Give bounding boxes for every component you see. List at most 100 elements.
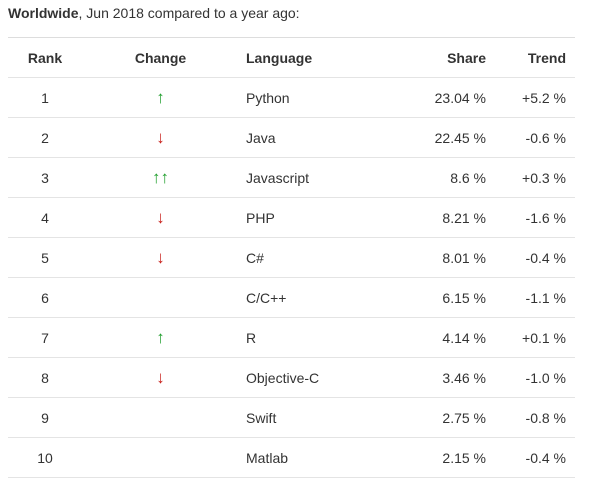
table-cell: Matlab <box>239 437 396 478</box>
change-arrow: ↑ <box>156 87 165 107</box>
table-cell: -0.4 % <box>486 237 575 278</box>
table-head: Rank Change Language Share Trend <box>8 37 575 78</box>
table-cell: 8 <box>8 357 82 398</box>
table-cell: 1 <box>8 77 82 118</box>
cell-text: Python <box>246 89 290 106</box>
cell-text: 6 <box>41 289 49 306</box>
cell-text: 2.15 % <box>442 449 486 466</box>
table-cell: 4.14 % <box>396 317 486 358</box>
table-cell: 10 <box>8 437 82 478</box>
cell-text: -1.1 % <box>525 289 566 306</box>
cell-text: 22.45 % <box>434 129 486 146</box>
change-arrow: ↓ <box>156 207 165 227</box>
table-cell: -1.1 % <box>486 277 575 318</box>
column-header: Trend <box>486 37 575 78</box>
title-rest: , Jun 2018 compared to a year ago: <box>78 5 300 21</box>
table-cell: ↑ <box>82 77 239 118</box>
change-arrow: ↓ <box>156 127 165 147</box>
table-cell: C# <box>239 237 396 278</box>
cell-text: 1 <box>41 89 49 106</box>
table-cell: Objective-C <box>239 357 396 398</box>
cell-text: -1.0 % <box>525 369 566 386</box>
cell-text: +5.2 % <box>522 89 566 106</box>
table-cell: 23.04 % <box>396 77 486 118</box>
table-cell: -0.8 % <box>486 397 575 438</box>
table-cell: -0.6 % <box>486 117 575 158</box>
column-header: Share <box>396 37 486 78</box>
table-cell: 6 <box>8 277 82 318</box>
cell-text: 7 <box>41 329 49 346</box>
cell-text: -0.8 % <box>525 409 566 426</box>
cell-text: 3.46 % <box>442 369 486 386</box>
table-cell: 2.75 % <box>396 397 486 438</box>
cell-text: 8.01 % <box>442 249 486 266</box>
cell-text: 6.15 % <box>442 289 486 306</box>
table-cell: ↓ <box>82 357 239 398</box>
table-row: 6 C/C++ 6.15 % -1.1 % <box>8 277 575 318</box>
cell-text: Java <box>246 129 276 146</box>
cell-text: Matlab <box>246 449 289 466</box>
change-arrow: ↓ <box>156 367 165 387</box>
cell-text: 4.14 % <box>442 329 486 346</box>
cell-text: 3 <box>41 169 49 186</box>
cell-text: PHP <box>246 209 275 226</box>
cell-text: -0.4 % <box>525 249 566 266</box>
table-cell: +0.1 % <box>486 317 575 358</box>
table-cell: 7 <box>8 317 82 358</box>
table-cell: 2.15 % <box>396 437 486 478</box>
cell-text: 5 <box>41 249 49 266</box>
table-row: 7 ↑ R 4.14 % +0.1 % <box>8 317 575 358</box>
table-cell: 4 <box>8 197 82 238</box>
cell-text: 2 <box>41 129 49 146</box>
title: Worldwide, Jun 2018 compared to a year a… <box>8 5 300 21</box>
table-cell: R <box>239 317 396 358</box>
table-cell: +0.3 % <box>486 157 575 198</box>
table-cell: ↓ <box>82 117 239 158</box>
language-table: Rank Change Language Share Trend 1 ↑ Python 23.… <box>8 37 575 478</box>
cell-text: 2.75 % <box>442 409 486 426</box>
cell-text: 8 <box>41 369 49 386</box>
table-cell: Javascript <box>239 157 396 198</box>
table-cell: PHP <box>239 197 396 238</box>
table-cell: 3.46 % <box>396 357 486 398</box>
table-cell: 6.15 % <box>396 277 486 318</box>
cell-text: 9 <box>41 409 49 426</box>
change-arrow: ↑ <box>156 327 165 347</box>
cell-text: 10 <box>37 449 53 466</box>
table-cell: C/C++ <box>239 277 396 318</box>
table-cell: +5.2 % <box>486 77 575 118</box>
table-row: 5 ↓ C# 8.01 % -0.4 % <box>8 237 575 278</box>
column-header: Change <box>82 37 239 78</box>
table-cell: ↓ <box>82 237 239 278</box>
table-cell: ↑↑ <box>82 157 239 198</box>
table-cell: ↓ <box>82 197 239 238</box>
change-arrow: ↓ <box>156 247 165 267</box>
cell-text: 23.04 % <box>434 89 486 106</box>
cell-text: -0.6 % <box>525 129 566 146</box>
table-row: 1 ↑ Python 23.04 % +5.2 % <box>8 77 575 118</box>
column-header: Rank <box>8 37 82 78</box>
table-row: 10 Matlab 2.15 % -0.4 % <box>8 437 575 478</box>
table-cell <box>82 277 239 318</box>
cell-text: 8.21 % <box>442 209 486 226</box>
cell-text: -1.6 % <box>525 209 566 226</box>
table-row: 4 ↓ PHP 8.21 % -1.6 % <box>8 197 575 238</box>
table-cell: 9 <box>8 397 82 438</box>
table-cell: 8.6 % <box>396 157 486 198</box>
change-arrow: ↑↑ <box>152 167 169 187</box>
table-cell: -1.6 % <box>486 197 575 238</box>
cell-text: Swift <box>246 409 277 426</box>
header-row: Rank Change Language Share Trend <box>8 37 575 78</box>
table-cell: 8.01 % <box>396 237 486 278</box>
table-cell: 8.21 % <box>396 197 486 238</box>
cell-text: 4 <box>41 209 49 226</box>
table-cell: -0.4 % <box>486 437 575 478</box>
table-row: 8 ↓ Objective-C 3.46 % -1.0 % <box>8 357 575 398</box>
column-header: Language <box>239 37 396 78</box>
table-cell: 2 <box>8 117 82 158</box>
table-cell: 22.45 % <box>396 117 486 158</box>
table-cell: Java <box>239 117 396 158</box>
table-cell: Python <box>239 77 396 118</box>
table-cell <box>82 397 239 438</box>
table-cell: ↑ <box>82 317 239 358</box>
